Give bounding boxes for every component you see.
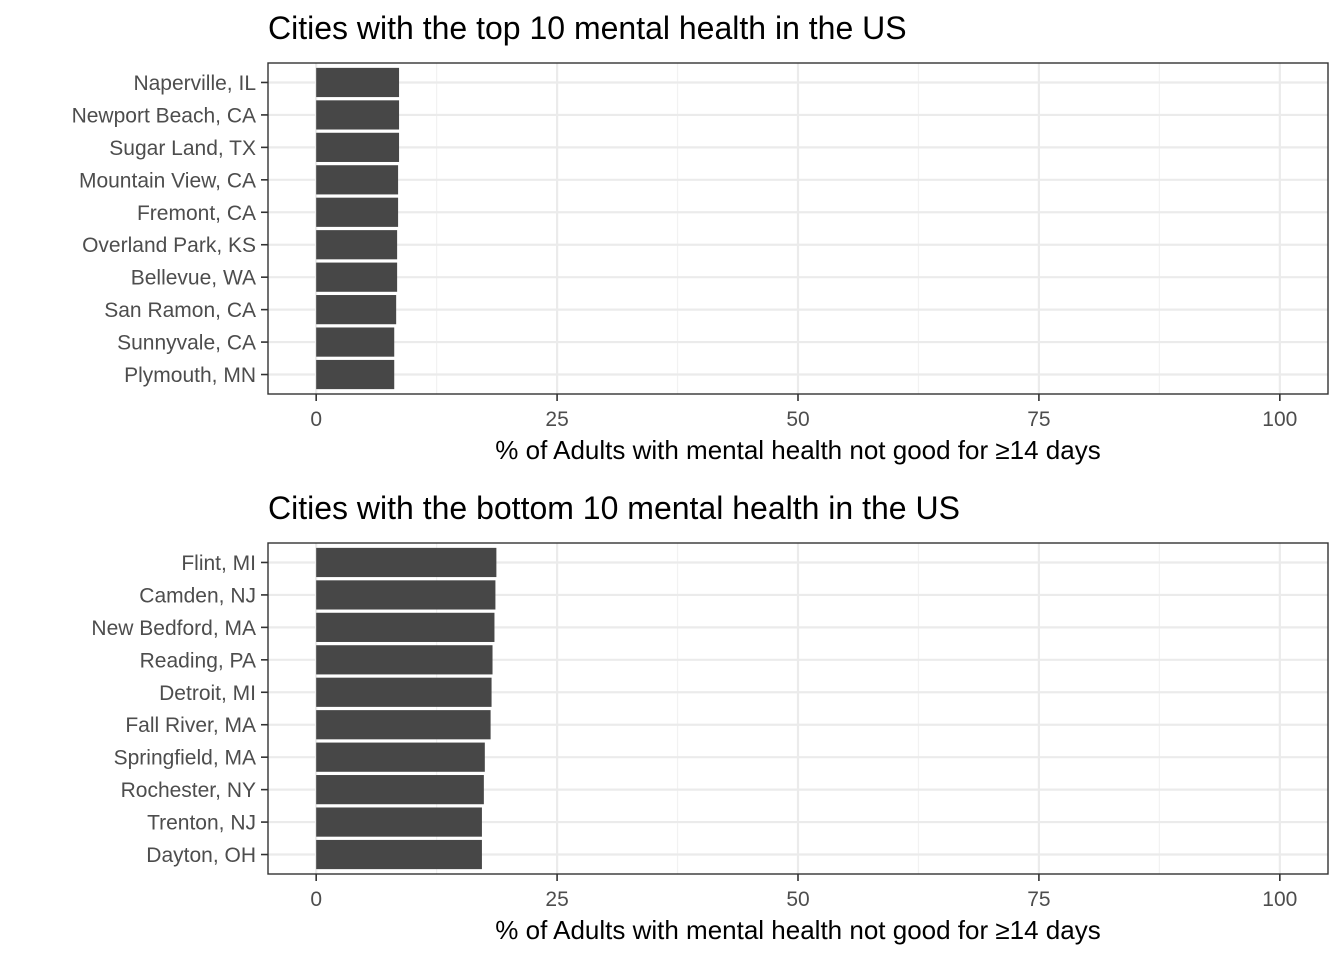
bar — [316, 67, 400, 98]
x-tick-label: 50 — [786, 888, 809, 911]
category-label: Detroit, MI — [159, 682, 256, 705]
category-label: Bellevue, WA — [131, 267, 256, 290]
bar — [316, 197, 399, 227]
x-axis-title: % of Adults with mental health not good … — [495, 435, 1100, 465]
plot-area: Naperville, IL Newport Beach, CA Sugar Lan… — [72, 62, 1329, 431]
category-label: Mountain View, CA — [79, 169, 256, 192]
bar — [316, 230, 398, 260]
bar — [316, 612, 495, 642]
category-label: Fremont, CA — [137, 202, 256, 225]
x-tick-label: 0 — [310, 408, 322, 431]
x-tick-label: 100 — [1262, 888, 1297, 911]
bar — [316, 807, 482, 837]
category-label: Sunnyvale, CA — [117, 332, 256, 355]
chart-title: Cities with the top 10 mental health in … — [268, 10, 907, 46]
x-tick-label: 0 — [310, 888, 322, 911]
category-label: Camden, NJ — [139, 584, 256, 607]
bar — [316, 295, 397, 325]
plot-area: Flint, MI Camden, NJ New Bedford, MA Readin… — [91, 542, 1329, 911]
x-tick-label: 75 — [1027, 888, 1050, 911]
x-tick-label: 25 — [545, 408, 568, 431]
x-tick-label: 50 — [786, 408, 809, 431]
bar — [316, 132, 400, 162]
bar — [316, 100, 400, 130]
bar — [316, 547, 497, 578]
chart-top-10: Cities with the top 10 mental health in … — [72, 10, 1329, 465]
category-label: New Bedford, MA — [91, 617, 256, 640]
category-label: Plymouth, MN — [124, 364, 256, 387]
category-label: Naperville, IL — [133, 72, 256, 95]
category-label: Fall River, MA — [125, 714, 256, 737]
category-label: Overland Park, KS — [82, 234, 256, 257]
x-tick-label: 25 — [545, 888, 568, 911]
category-label: Trenton, NJ — [147, 812, 256, 835]
bar — [316, 645, 493, 675]
chart-bottom-10: Cities with the bottom 10 mental health … — [91, 490, 1329, 945]
bar — [316, 839, 482, 870]
bar — [316, 359, 395, 390]
category-label: Rochester, NY — [121, 779, 256, 802]
category-label: Dayton, OH — [146, 844, 256, 867]
bar — [316, 775, 484, 805]
category-label: Sugar Land, TX — [109, 137, 256, 160]
chart-title: Cities with the bottom 10 mental health … — [268, 490, 960, 526]
x-tick-label: 100 — [1262, 408, 1297, 431]
category-label: Reading, PA — [140, 649, 256, 672]
category-label: Springfield, MA — [114, 747, 256, 770]
bar — [316, 677, 492, 707]
bar — [316, 580, 496, 610]
category-label: Newport Beach, CA — [72, 104, 256, 127]
category-label: Flint, MI — [181, 552, 256, 575]
bar — [316, 710, 491, 740]
category-label: San Ramon, CA — [104, 299, 256, 322]
bar — [316, 262, 398, 292]
x-axis-title: % of Adults with mental health not good … — [495, 915, 1100, 945]
bar — [316, 165, 399, 195]
bar — [316, 327, 395, 357]
bar — [316, 742, 485, 772]
x-tick-label: 75 — [1027, 408, 1050, 431]
